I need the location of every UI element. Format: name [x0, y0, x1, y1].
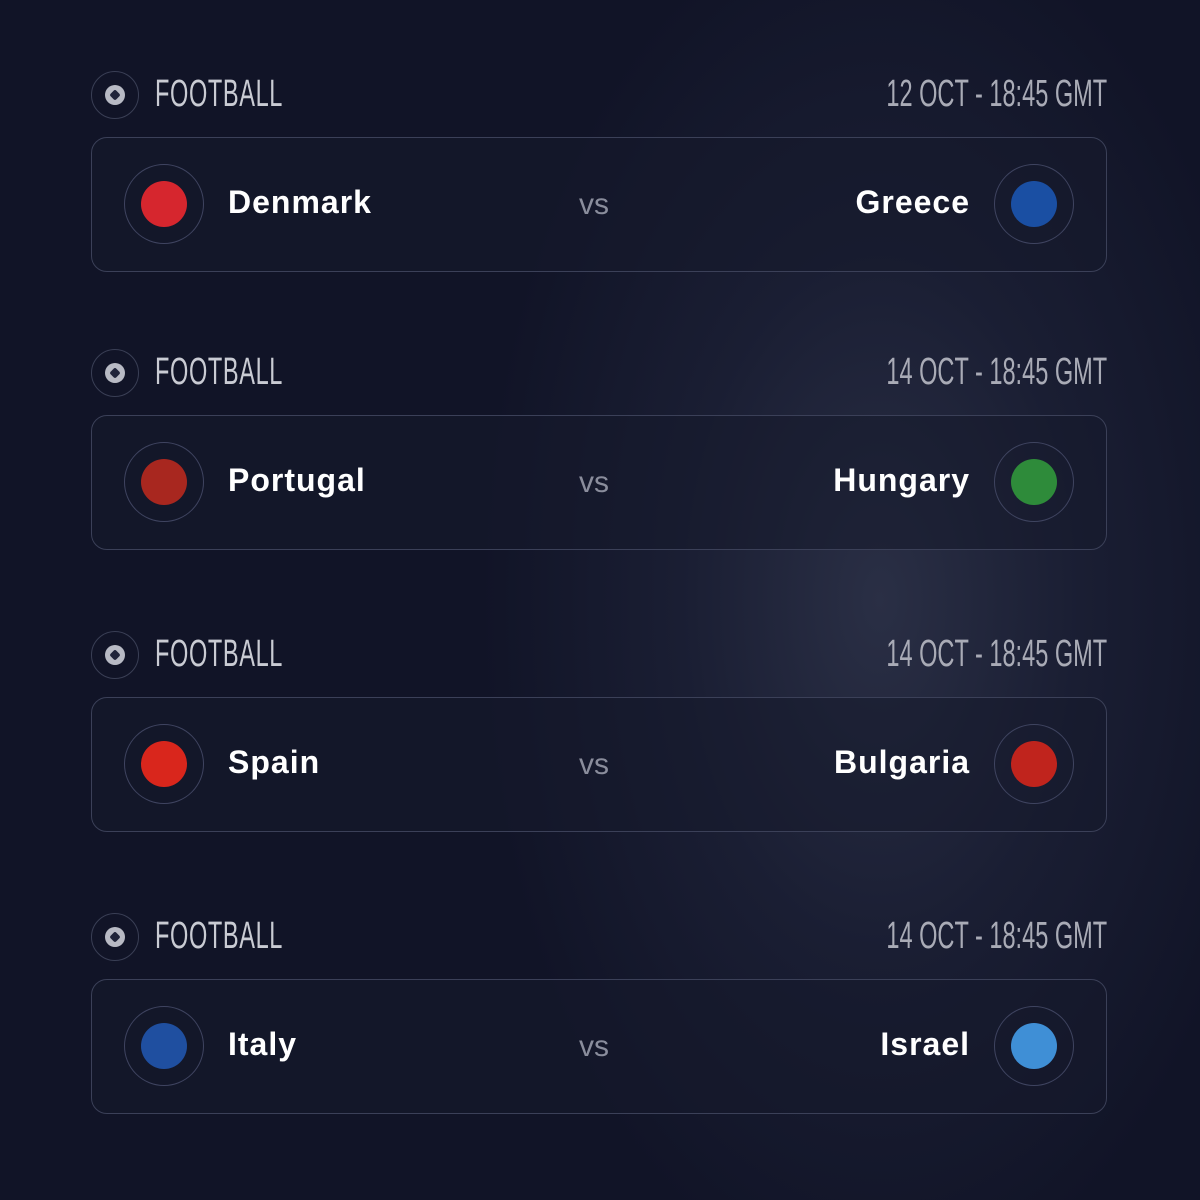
match-section: FOOTBALL 14 OCT - 18:45 GMT Italy vs Isr… — [91, 913, 1107, 1114]
football-icon — [91, 349, 139, 397]
football-icon — [91, 913, 139, 961]
match-card[interactable]: Portugal vs Hungary — [91, 415, 1107, 550]
home-team-name: Denmark — [228, 184, 372, 220]
football-icon — [91, 631, 139, 679]
away-team-name: Hungary — [833, 462, 970, 498]
match-section: FOOTBALL 14 OCT - 18:45 GMT Spain vs Bul… — [91, 631, 1107, 832]
home-team-name: Spain — [228, 744, 321, 780]
away-crest-icon — [994, 724, 1074, 804]
match-section: FOOTBALL 14 OCT - 18:45 GMT Portugal vs … — [91, 349, 1107, 550]
sport-label: FOOTBALL — [155, 915, 284, 957]
sport-label: FOOTBALL — [155, 633, 284, 675]
home-team-name: Portugal — [228, 462, 366, 498]
home-crest-icon — [124, 724, 204, 804]
match-date: 14 OCT - 18:45 GMT — [886, 915, 1107, 957]
match-section: FOOTBALL 12 OCT - 18:45 GMT Denmark vs G… — [91, 71, 1107, 272]
away-crest-icon — [994, 164, 1074, 244]
match-header: FOOTBALL 14 OCT - 18:45 GMT — [91, 631, 1107, 681]
match-header: FOOTBALL 14 OCT - 18:45 GMT — [91, 913, 1107, 963]
vs-label: vs — [579, 748, 609, 781]
vs-label: vs — [579, 466, 609, 499]
match-date: 12 OCT - 18:45 GMT — [886, 73, 1107, 115]
away-team-name: Greece — [855, 184, 970, 220]
home-crest-icon — [124, 442, 204, 522]
match-card[interactable]: Spain vs Bulgaria — [91, 697, 1107, 832]
football-icon — [91, 71, 139, 119]
match-header: FOOTBALL 12 OCT - 18:45 GMT — [91, 71, 1107, 121]
match-card[interactable]: Italy vs Israel — [91, 979, 1107, 1114]
home-crest-icon — [124, 164, 204, 244]
sport-label: FOOTBALL — [155, 351, 284, 393]
home-team-name: Italy — [228, 1026, 298, 1062]
sport-label: FOOTBALL — [155, 73, 284, 115]
away-crest-icon — [994, 442, 1074, 522]
home-crest-icon — [124, 1006, 204, 1086]
vs-label: vs — [579, 1030, 609, 1063]
vs-label: vs — [579, 188, 609, 221]
match-date: 14 OCT - 18:45 GMT — [886, 351, 1107, 393]
away-team-name: Bulgaria — [833, 744, 970, 780]
match-card[interactable]: Denmark vs Greece — [91, 137, 1107, 272]
match-date: 14 OCT - 18:45 GMT — [886, 633, 1107, 675]
away-crest-icon — [994, 1006, 1074, 1086]
match-header: FOOTBALL 14 OCT - 18:45 GMT — [91, 349, 1107, 399]
away-team-name: Israel — [880, 1026, 970, 1062]
